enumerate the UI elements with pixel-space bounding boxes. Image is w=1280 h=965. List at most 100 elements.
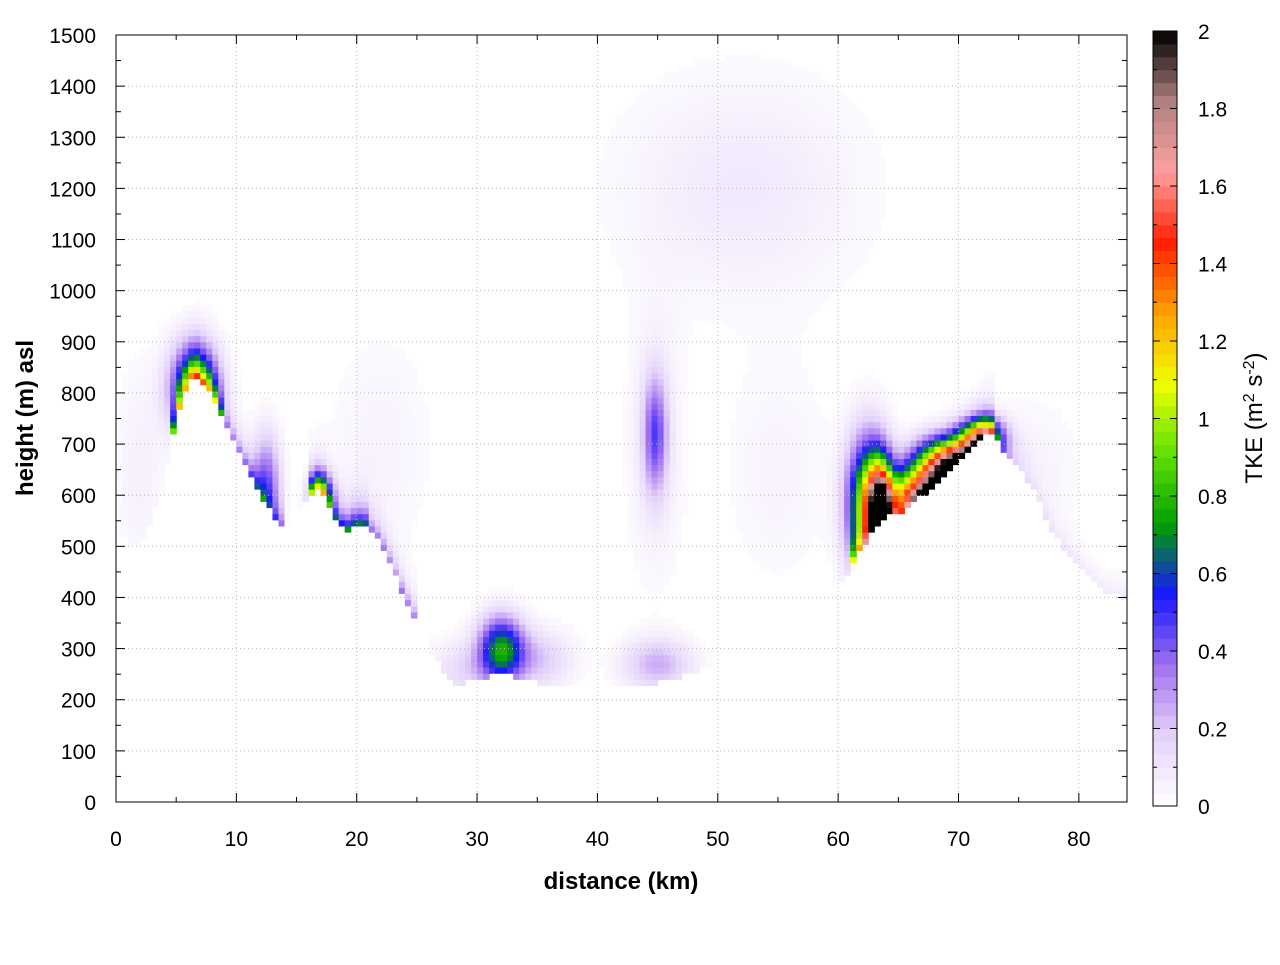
heatmap-cell xyxy=(1007,397,1014,404)
heatmap-cell xyxy=(152,342,159,349)
heatmap-cell xyxy=(706,158,713,165)
heatmap-cell xyxy=(417,391,424,398)
heatmap-cell xyxy=(856,385,863,392)
heatmap-cell xyxy=(200,379,207,386)
heatmap-cell xyxy=(760,127,767,134)
heatmap-cell xyxy=(622,630,629,637)
heatmap-cell xyxy=(634,299,641,306)
heatmap-cell xyxy=(543,649,550,656)
heatmap-cell xyxy=(922,440,929,447)
heatmap-cell xyxy=(459,667,466,674)
heatmap-cell xyxy=(393,385,400,392)
heatmap-cell xyxy=(254,477,261,484)
heatmap-cell xyxy=(850,115,857,122)
heatmap-cell xyxy=(381,446,388,453)
heatmap-cell xyxy=(260,471,267,478)
heatmap-cell xyxy=(742,66,749,73)
heatmap-cell xyxy=(676,323,683,330)
heatmap-cell xyxy=(766,268,773,275)
heatmap-cell xyxy=(802,489,809,496)
heatmap-cell xyxy=(965,422,972,429)
heatmap-cell xyxy=(658,317,665,324)
heatmap-cell xyxy=(802,465,809,472)
heatmap-cell xyxy=(1079,563,1086,570)
heatmap-cell xyxy=(411,397,418,404)
heatmap-cell xyxy=(983,403,990,410)
heatmap-cell xyxy=(423,458,430,465)
heatmap-cell xyxy=(664,317,671,324)
heatmap-cell xyxy=(772,569,779,576)
heatmap-cell xyxy=(1025,434,1032,441)
heatmap-cell xyxy=(345,385,352,392)
heatmap-cell xyxy=(628,409,635,416)
heatmap-cell xyxy=(236,409,243,416)
heatmap-cell xyxy=(814,176,821,183)
heatmap-cell xyxy=(158,379,165,386)
heatmap-cell xyxy=(646,207,653,214)
heatmap-cell xyxy=(676,403,683,410)
heatmap-cell xyxy=(700,268,707,275)
heatmap-cell xyxy=(880,465,887,472)
heatmap-cell xyxy=(772,563,779,570)
heatmap-cell xyxy=(453,630,460,637)
heatmap-cell xyxy=(1109,575,1116,582)
heatmap-cell xyxy=(646,188,653,195)
heatmap-cell xyxy=(838,176,845,183)
heatmap-cell xyxy=(802,84,809,91)
heatmap-cell xyxy=(826,280,833,287)
heatmap-cell xyxy=(700,225,707,232)
heatmap-cell xyxy=(369,452,376,459)
heatmap-cell xyxy=(652,618,659,625)
heatmap-cell xyxy=(634,293,641,300)
heatmap-cell xyxy=(742,53,749,60)
heatmap-cell xyxy=(730,489,737,496)
heatmap-cell xyxy=(736,495,743,502)
heatmap-cell xyxy=(369,471,376,478)
heatmap-cell xyxy=(254,458,261,465)
heatmap-cell xyxy=(971,440,978,447)
heatmap-cell xyxy=(664,121,671,128)
heatmap-cell xyxy=(850,201,857,208)
heatmap-cell xyxy=(387,348,394,355)
heatmap-cell xyxy=(814,526,821,533)
heatmap-cell xyxy=(874,195,881,202)
heatmap-cell xyxy=(658,207,665,214)
heatmap-cell xyxy=(784,268,791,275)
heatmap-cell xyxy=(658,483,665,490)
heatmap-cell xyxy=(266,501,273,508)
heatmap-cell xyxy=(856,133,863,140)
heatmap-cell xyxy=(826,538,833,545)
heatmap-cell xyxy=(916,428,923,435)
heatmap-cell xyxy=(369,385,376,392)
heatmap-cell xyxy=(1109,587,1116,594)
heatmap-cell xyxy=(796,121,803,128)
heatmap-cell xyxy=(724,121,731,128)
heatmap-cell xyxy=(399,587,406,594)
heatmap-cell xyxy=(682,483,689,490)
heatmap-cell xyxy=(369,458,376,465)
heatmap-cell xyxy=(266,452,273,459)
heatmap-cell xyxy=(1061,538,1068,545)
heatmap-cell xyxy=(615,176,622,183)
heatmap-cell xyxy=(928,471,935,478)
heatmap-cell xyxy=(874,145,881,152)
heatmap-cell xyxy=(664,195,671,202)
heatmap-cell xyxy=(1055,483,1062,490)
heatmap-cell xyxy=(820,133,827,140)
heatmap-cell xyxy=(736,262,743,269)
heatmap-cell xyxy=(483,655,490,662)
heatmap-cell xyxy=(802,458,809,465)
heatmap-cell xyxy=(634,109,641,116)
heatmap-cell xyxy=(573,630,580,637)
heatmap-cell xyxy=(832,569,839,576)
heatmap-cell xyxy=(411,403,418,410)
heatmap-cell xyxy=(224,391,231,398)
heatmap-cell xyxy=(983,409,990,416)
heatmap-cell xyxy=(1043,458,1050,465)
heatmap-cell xyxy=(802,66,809,73)
heatmap-cell xyxy=(1049,415,1056,422)
heatmap-cell xyxy=(543,679,550,686)
heatmap-cell xyxy=(706,268,713,275)
heatmap-cell xyxy=(820,213,827,220)
heatmap-cell xyxy=(543,673,550,680)
